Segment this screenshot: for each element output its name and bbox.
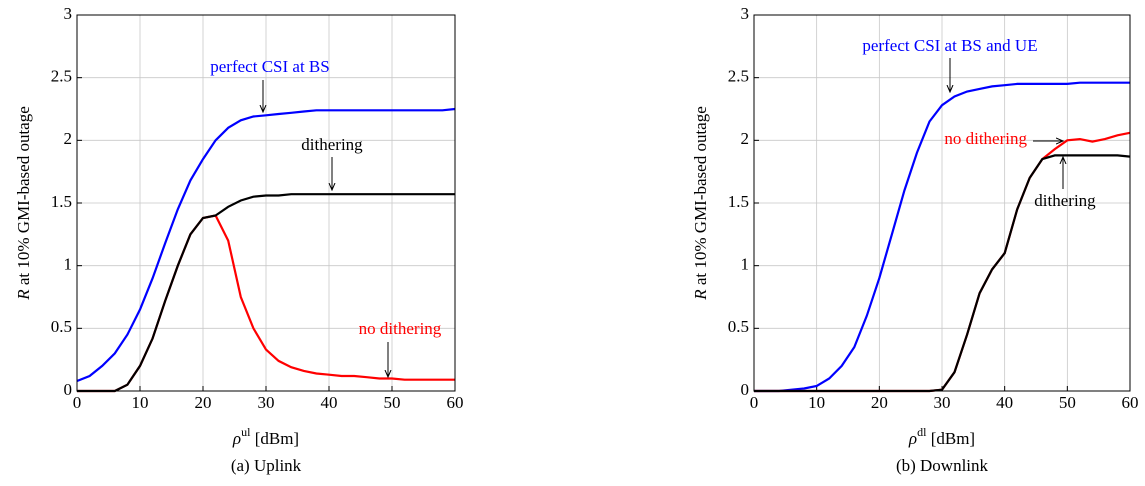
y-tick-label: 0	[64, 380, 73, 399]
y-tick-label: 0.5	[728, 317, 749, 336]
x-tick-label: 0	[73, 393, 82, 412]
x-axis-label: ρdl [dBm]	[908, 425, 975, 448]
x-label-symbol: ρ	[908, 429, 917, 448]
x-tick-label: 60	[1122, 393, 1139, 412]
series-annotation: dithering	[301, 135, 363, 154]
series-line	[76, 107, 456, 383]
y-tick-label: 3	[741, 4, 750, 23]
x-label-symbol: ρ	[232, 429, 241, 448]
x-tick-label: 10	[132, 393, 149, 412]
caption: (b) Downlink	[896, 456, 989, 475]
x-tick-label: 10	[808, 393, 825, 412]
y-tick-label: 0.5	[51, 317, 72, 336]
x-tick-label: 20	[195, 393, 212, 412]
series-annotation: no dithering	[944, 129, 1027, 148]
y-label-symbol: R	[691, 289, 710, 301]
series-annotation: perfect CSI at BS and UE	[862, 36, 1037, 55]
y-axis-label: R at 10% GMI-based outage	[14, 106, 33, 301]
x-tick-label: 40	[996, 393, 1013, 412]
x-tick-label: 60	[447, 393, 464, 412]
y-axis-label: R at 10% GMI-based outage	[691, 106, 710, 301]
y-label-symbol: R	[14, 289, 33, 301]
series-annotation: dithering	[1034, 191, 1096, 210]
y-tick-label: 2	[64, 129, 73, 148]
x-tick-label: 30	[258, 393, 275, 412]
y-label-text: at 10% GMI-based outage	[691, 106, 710, 289]
y-label-text: at 10% GMI-based outage	[14, 106, 33, 289]
y-tick-label: 2.5	[728, 67, 749, 86]
y-tick-label: 1.5	[728, 192, 749, 211]
y-tick-label: 1	[741, 255, 750, 274]
plot-frame	[76, 14, 456, 392]
x-tick-label: 0	[750, 393, 759, 412]
x-tick-label: 50	[384, 393, 401, 412]
x-tick-label: 20	[871, 393, 888, 412]
x-tick-label: 30	[934, 393, 951, 412]
series-annotation: no dithering	[359, 319, 442, 338]
x-axis-label: ρul [dBm]	[232, 425, 299, 448]
x-label-sup: ul	[241, 425, 251, 439]
series-line	[77, 193, 455, 393]
y-tick-label: 0	[741, 380, 750, 399]
x-label-unit: [dBm]	[926, 429, 975, 448]
series-annotation: perfect CSI at BS	[210, 57, 329, 76]
y-tick-label: 1	[64, 255, 73, 274]
x-label-unit: [dBm]	[250, 429, 299, 448]
y-tick-label: 2.5	[51, 67, 72, 86]
x-label-sup: dl	[917, 425, 927, 439]
caption: (a) Uplink	[231, 456, 302, 475]
y-tick-label: 1.5	[51, 192, 72, 211]
x-tick-label: 50	[1059, 393, 1076, 412]
plot-frame	[753, 14, 1131, 392]
y-tick-label: 3	[64, 4, 73, 23]
series-line	[754, 81, 1130, 393]
x-tick-label: 40	[321, 393, 338, 412]
y-tick-label: 2	[741, 129, 750, 148]
